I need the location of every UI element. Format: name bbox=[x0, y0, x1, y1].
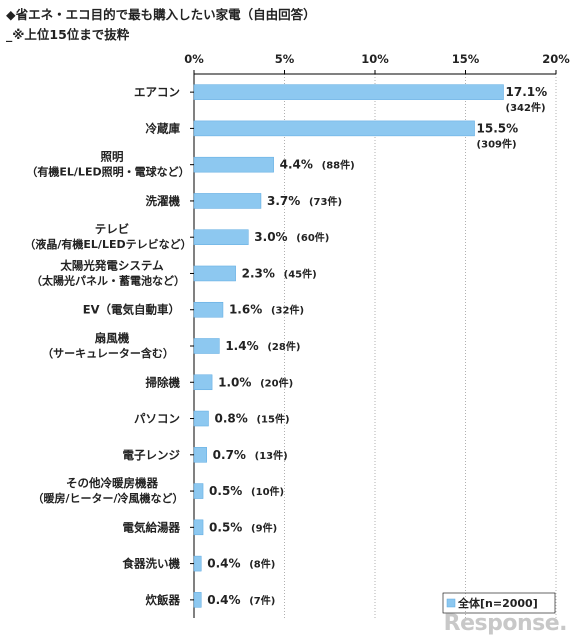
count-label: (13件) bbox=[255, 449, 288, 462]
count-label: (45件) bbox=[284, 267, 317, 280]
category-label: （サーキュレーター含む） bbox=[42, 346, 174, 360]
value-label: 3.7% bbox=[267, 194, 300, 208]
bar bbox=[193, 592, 202, 608]
bar bbox=[193, 374, 213, 391]
response-watermark: Response. bbox=[443, 611, 568, 636]
category-label: （太陽光パネル・蓄電池など） bbox=[31, 273, 185, 287]
value-label: 0.4% bbox=[207, 557, 240, 571]
chart-title: ◆省エネ・エコ目的で最も購入したい家電（自由回答） bbox=[6, 7, 316, 22]
count-label: (73件) bbox=[309, 195, 342, 208]
legend-swatch bbox=[446, 598, 456, 608]
bar bbox=[193, 301, 224, 318]
bar bbox=[193, 84, 504, 100]
bar bbox=[193, 338, 220, 354]
count-label: (342件) bbox=[506, 101, 546, 114]
x-tick-label: 15% bbox=[452, 52, 480, 66]
x-tick-label: 20% bbox=[542, 52, 570, 66]
bar bbox=[193, 156, 274, 173]
value-label: 0.7% bbox=[213, 448, 246, 462]
value-label: 2.3% bbox=[242, 266, 275, 280]
category-label: （有機EL/LED照明・電球など） bbox=[26, 165, 189, 179]
category-label: パソコン bbox=[134, 412, 180, 426]
value-label: 0.8% bbox=[214, 412, 247, 426]
count-label: (60件) bbox=[296, 231, 329, 244]
category-label: 照明 bbox=[101, 150, 124, 164]
count-label: (88件) bbox=[322, 159, 355, 172]
count-label: (32件) bbox=[271, 304, 304, 317]
count-label: (10件) bbox=[251, 485, 284, 498]
count-label: (8件) bbox=[249, 558, 275, 571]
category-label: EV（電気自動車） bbox=[83, 303, 180, 317]
bar bbox=[193, 193, 262, 209]
legend-box bbox=[442, 592, 556, 614]
category-label: 電気給湯器 bbox=[123, 520, 181, 534]
value-label: 3.0% bbox=[254, 230, 287, 244]
bar bbox=[193, 410, 209, 427]
bar bbox=[193, 555, 202, 572]
x-tick-label: 10% bbox=[361, 52, 389, 66]
value-label: 15.5% bbox=[477, 121, 519, 135]
count-label: (28件) bbox=[267, 340, 300, 353]
value-label: 0.5% bbox=[209, 520, 242, 534]
category-label: エアコン bbox=[134, 85, 180, 99]
bar bbox=[193, 519, 204, 536]
category-label: 扇風機 bbox=[95, 331, 130, 345]
category-label: 太陽光発電システム bbox=[59, 258, 164, 272]
bar bbox=[193, 483, 204, 499]
bar bbox=[193, 229, 249, 245]
count-label: (309件) bbox=[477, 137, 517, 150]
count-label: (15件) bbox=[256, 413, 289, 426]
category-label: （暖房/ヒーター/冷風機など） bbox=[32, 491, 183, 505]
category-label: 電子レンジ bbox=[123, 448, 181, 462]
count-label: (20件) bbox=[260, 376, 293, 389]
value-label: 4.4% bbox=[280, 158, 313, 172]
category-label: 掃除機 bbox=[146, 375, 181, 389]
chart-subtitle: _※上位15位まで抜粋 bbox=[6, 27, 130, 42]
count-label: (7件) bbox=[249, 594, 275, 607]
category-label: 食器洗い機 bbox=[123, 557, 181, 571]
category-label: 冷蔵庫 bbox=[146, 121, 181, 135]
category-label: その他冷暖房機器 bbox=[66, 476, 158, 490]
x-tick-label: 5% bbox=[275, 52, 295, 66]
value-label: 0.5% bbox=[209, 484, 242, 498]
value-label: 1.4% bbox=[225, 339, 258, 353]
legend-label: 全体[n=2000] bbox=[457, 596, 538, 610]
category-label: 洗濯機 bbox=[146, 194, 181, 208]
x-tick-label: 0% bbox=[184, 52, 204, 66]
bar bbox=[193, 120, 475, 137]
value-label: 1.6% bbox=[229, 303, 262, 317]
category-label: （液晶/有機EL/LEDテレビなど） bbox=[24, 237, 191, 251]
count-label: (9件) bbox=[251, 521, 277, 534]
category-label: テレビ bbox=[95, 222, 130, 236]
value-label: 1.0% bbox=[218, 375, 251, 389]
category-label: 炊飯器 bbox=[146, 593, 181, 607]
value-label: 17.1% bbox=[506, 85, 548, 99]
bar bbox=[193, 447, 207, 463]
bar bbox=[193, 265, 236, 282]
value-label: 0.4% bbox=[207, 593, 240, 607]
